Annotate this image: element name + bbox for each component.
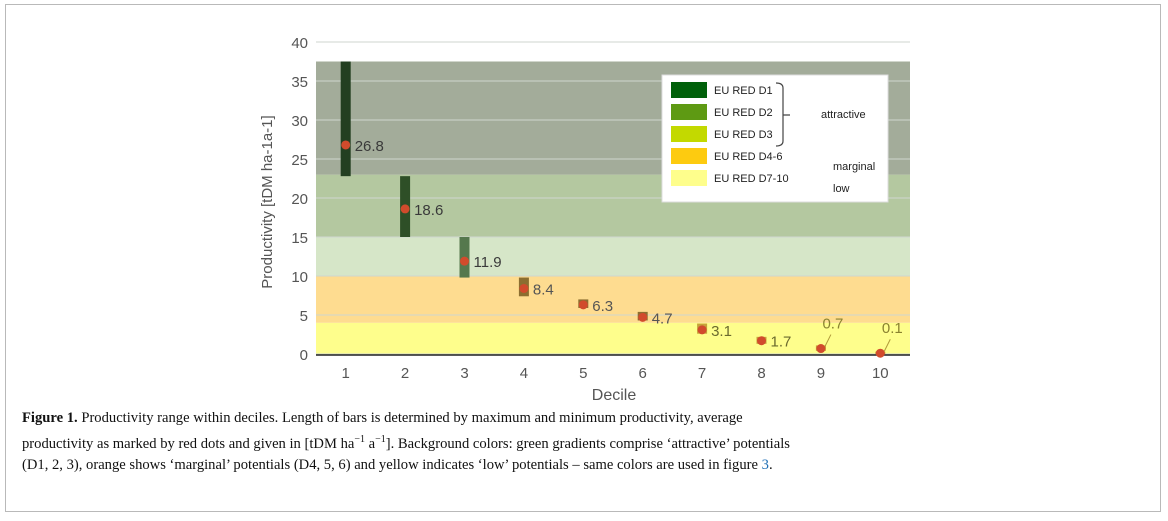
background-band-3 (316, 237, 910, 276)
caption-text-3: (D1, 2, 3), orange shows ‘marginal’ pote… (22, 456, 762, 473)
mean-value-label: 8.4 (533, 281, 554, 298)
caption-text-2a: productivity as marked by red dots and g… (22, 435, 355, 452)
x-tick-label: 3 (460, 365, 468, 382)
caption-period: . (768, 456, 773, 473)
legend-group-low: low (833, 183, 850, 195)
mean-value-labels: 26.8 18.6 11.9 8.4 6.3 4.7 3.1 1.7 0.7 0.1 (355, 138, 903, 352)
mean-value-label: 0.7 (822, 316, 843, 333)
y-tick-label: 10 (291, 269, 308, 286)
x-axis: 1 2 3 4 5 6 7 8 9 10 (342, 365, 889, 382)
mean-dot (816, 344, 826, 354)
y-tick-label: 5 (300, 308, 308, 325)
mean-value-label: 4.7 (652, 310, 673, 327)
y-tick-label: 25 (291, 152, 308, 169)
y-tick-label: 15 (291, 230, 308, 247)
legend-group-marginal: marginal (833, 161, 875, 173)
legend-label: EU RED D7-10 (714, 173, 789, 185)
mean-dot (341, 140, 351, 150)
x-tick-label: 5 (579, 365, 587, 382)
mean-dot (460, 256, 469, 266)
x-tick-label: 7 (698, 365, 706, 382)
mean-dot (519, 283, 529, 293)
caption-text-1: Productivity range within deciles. Lengt… (81, 410, 743, 426)
mean-dot (400, 204, 410, 214)
x-axis-title: Decile (592, 387, 637, 404)
legend-swatch (671, 148, 707, 164)
mean-dot (757, 336, 766, 346)
x-tick-label: 8 (757, 365, 765, 382)
y-axis-title: Productivity [tDM ha-1a-1] (259, 115, 276, 288)
legend-label: EU RED D2 (714, 107, 773, 119)
legend-swatch (671, 126, 707, 142)
legend-group-attractive: attractive (821, 109, 866, 121)
mean-dot (875, 348, 885, 358)
x-tick-label: 6 (639, 365, 647, 382)
mean-dot (578, 300, 588, 310)
legend-swatch (671, 170, 707, 186)
x-tick-label: 2 (401, 365, 409, 382)
legend-swatch (671, 82, 707, 98)
mean-value-label: 6.3 (592, 298, 613, 315)
mean-value-label: 11.9 (474, 254, 502, 271)
y-axis: 0 5 10 15 20 25 30 35 40 (291, 35, 910, 364)
mean-dot (697, 325, 707, 335)
x-tick-label: 4 (520, 365, 528, 382)
caption-line-2: productivity as marked by red dots and g… (22, 429, 1142, 455)
caption-text-2c: ]. Background colors: green gradients co… (385, 435, 790, 452)
mean-label-leader (824, 334, 832, 347)
legend-items: EU RED D1 EU RED D2 EU RED D3 EU RED D4-6 EU… (671, 82, 789, 186)
mean-value-label: 18.6 (414, 202, 443, 219)
x-tick-label: 10 (872, 365, 889, 382)
mean-value-label: 1.7 (771, 334, 792, 351)
y-tick-label: 30 (291, 113, 308, 130)
legend-label: EU RED D4-6 (714, 151, 782, 163)
x-tick-label: 9 (817, 365, 825, 382)
caption-text-2b: a (364, 435, 376, 452)
legend-swatch (671, 104, 707, 120)
range-bar (340, 61, 351, 177)
mean-value-label: 0.1 (882, 320, 903, 337)
y-tick-label: 0 (300, 347, 308, 364)
mean-value-label: 26.8 (355, 138, 384, 155)
caption-lead: Figure 1. (22, 410, 78, 426)
caption-line-1: Figure 1. Productivity range within deci… (22, 408, 1142, 429)
caption-sup-2: −1 (375, 434, 386, 445)
background-band-1 (316, 322, 910, 354)
mean-dots (341, 140, 885, 358)
legend-label: EU RED D3 (714, 129, 773, 141)
figure-3-link[interactable]: 3 (761, 456, 769, 473)
y-tick-label: 35 (291, 74, 308, 91)
caption-sup-1: −1 (354, 434, 365, 445)
mean-label-leader (883, 338, 891, 352)
legend-label: EU RED D1 (714, 85, 773, 97)
legend-bracket (775, 82, 790, 147)
figure-caption: Figure 1. Productivity range within deci… (22, 408, 1142, 476)
productivity-chart: 0 5 10 15 20 25 30 35 40 1 2 3 4 5 6 7 8 9 10 26.8 18.6 11.… (259, 35, 910, 404)
mean-value-label: 3.1 (711, 323, 732, 340)
mean-dot (638, 312, 648, 322)
x-tick-label: 1 (342, 365, 350, 382)
y-tick-label: 40 (291, 35, 308, 52)
y-tick-label: 20 (291, 191, 308, 208)
legend: EU RED D1 EU RED D2 EU RED D3 EU RED D4-6 EU… (661, 74, 889, 203)
caption-line-3: (D1, 2, 3), orange shows ‘marginal’ pote… (22, 455, 1142, 476)
